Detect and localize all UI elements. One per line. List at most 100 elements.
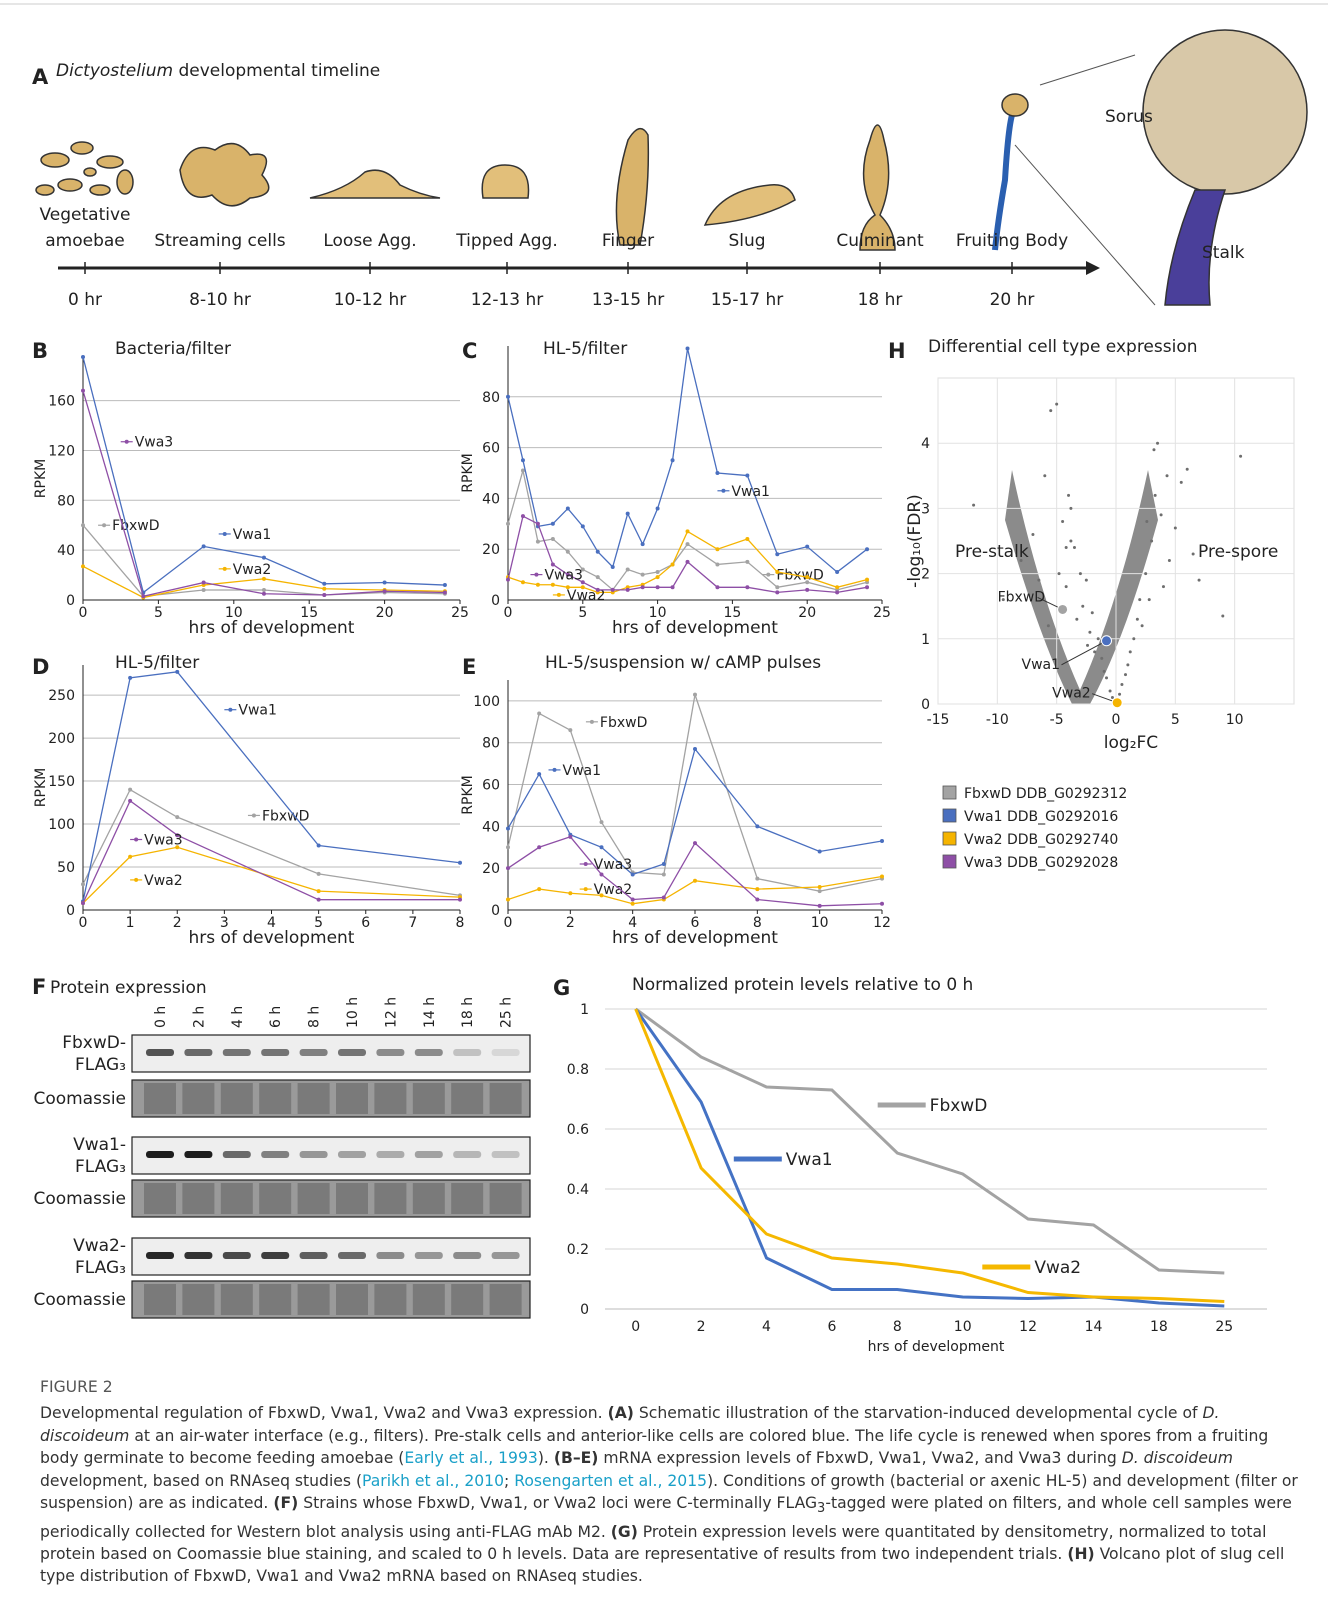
y-tick-label: 0 [580,1302,589,1318]
row-label: FLAG₃ [75,1157,126,1177]
stain-lane [451,1183,483,1214]
data-point [81,901,85,905]
data-point [81,882,85,886]
data-point [656,585,660,589]
stain-lane [221,1284,253,1315]
data-point [1221,614,1224,617]
data-point [551,562,555,566]
stain-lane [259,1083,291,1114]
data-point [458,861,462,865]
y-tick-label: 1 [921,632,930,648]
y-axis-label: -log₁₀(FDR) [905,494,925,588]
data-point [521,458,525,462]
data-point [596,550,600,554]
caption-heading: FIGURE 2 [40,1376,1298,1398]
stage-name: Fruiting Body [956,231,1068,251]
x-tick-label: 2 [697,1319,706,1335]
data-point [715,585,719,589]
data-point [835,585,839,589]
panel-letter: H [888,339,906,363]
y-tick-label: 0 [921,697,930,713]
data-point [202,581,206,585]
legend-swatch [943,855,956,868]
caption-segment: mRNA expression levels of FbxwD, Vwa1, V… [598,1449,1121,1467]
x-axis-label: hrs of development [189,618,355,638]
series-line [636,1009,1225,1306]
stain-lane [221,1183,253,1214]
series-label: Vwa1 [238,703,277,719]
data-point [1141,624,1144,627]
x-axis-label: hrs of development [868,1339,1005,1355]
data-point [641,542,645,546]
legend-swatch-dot [228,708,232,712]
data-point [202,544,206,548]
y-axis-label: RPKM [460,775,476,814]
title-rest: developmental timeline [173,61,380,81]
blot-band [492,1049,520,1056]
series-label: FbxwD [600,715,647,731]
legend-swatch [943,809,956,822]
data-point [175,815,179,819]
y-tick-label: 60 [482,441,500,457]
stage-name: Tipped Agg. [455,231,557,251]
stage-name: Vegetative [39,205,130,225]
data-point [443,583,447,587]
data-point [506,578,510,582]
data-point [1086,644,1089,647]
data-point [865,547,869,551]
data-point [600,845,604,849]
blot-band [415,1049,443,1056]
row-label: FLAG₃ [75,1258,126,1278]
x-tick-label: 25 [1215,1319,1233,1335]
caption-segment: Developmental regulation of FbxwD, Vwa1,… [40,1404,608,1422]
caption-segment: (F) [273,1494,298,1512]
series-line [508,349,867,573]
lane-label: 2 h [191,1006,207,1028]
caption-segment: ). [538,1449,554,1467]
data-point [128,676,132,680]
stain-lane [259,1183,291,1214]
data-point [1088,631,1091,634]
x-tick-label: 6 [827,1319,836,1335]
x-tick-label: 12 [873,915,891,931]
blot-band [415,1252,443,1259]
data-point [818,885,822,889]
x-axis-label: log₂FC [1104,733,1158,753]
citation-link[interactable]: Rosengarten et al., 2015 [514,1472,707,1490]
data-point [317,898,321,902]
y-tick-label: 60 [482,778,500,794]
data-point [1152,448,1155,451]
stage-time: 10-12 hr [334,290,407,310]
data-point [1109,689,1112,692]
data-point [81,523,85,527]
data-point [600,820,604,824]
data-point [1073,546,1076,549]
x-tick-label: 12 [1019,1319,1037,1335]
point-label: Vwa1 [1022,657,1061,673]
data-point [693,879,697,883]
data-point [1156,442,1159,445]
blot-band [453,1252,481,1259]
data-point [1144,572,1147,575]
data-point [1097,637,1100,640]
blot-band [300,1049,328,1056]
panel-title: Protein expression [50,978,207,998]
data-point [835,590,839,594]
data-point [596,575,600,579]
legend-swatch-dot [584,887,588,891]
chart-title: HL-5/filter [115,653,199,673]
data-point [568,891,572,895]
data-point [1120,683,1123,686]
stain-lane [144,1183,176,1214]
data-point [1145,520,1148,523]
data-point [1192,553,1195,556]
data-point [865,585,869,589]
data-point [1154,494,1157,497]
citation-link[interactable]: Early et al., 1993 [404,1449,537,1467]
data-point [1111,696,1114,699]
blot-band [376,1151,404,1158]
data-point [1061,520,1064,523]
citation-link[interactable]: Parikh et al., 2010 [362,1472,504,1490]
data-point [1058,572,1061,575]
data-point [1186,468,1189,471]
